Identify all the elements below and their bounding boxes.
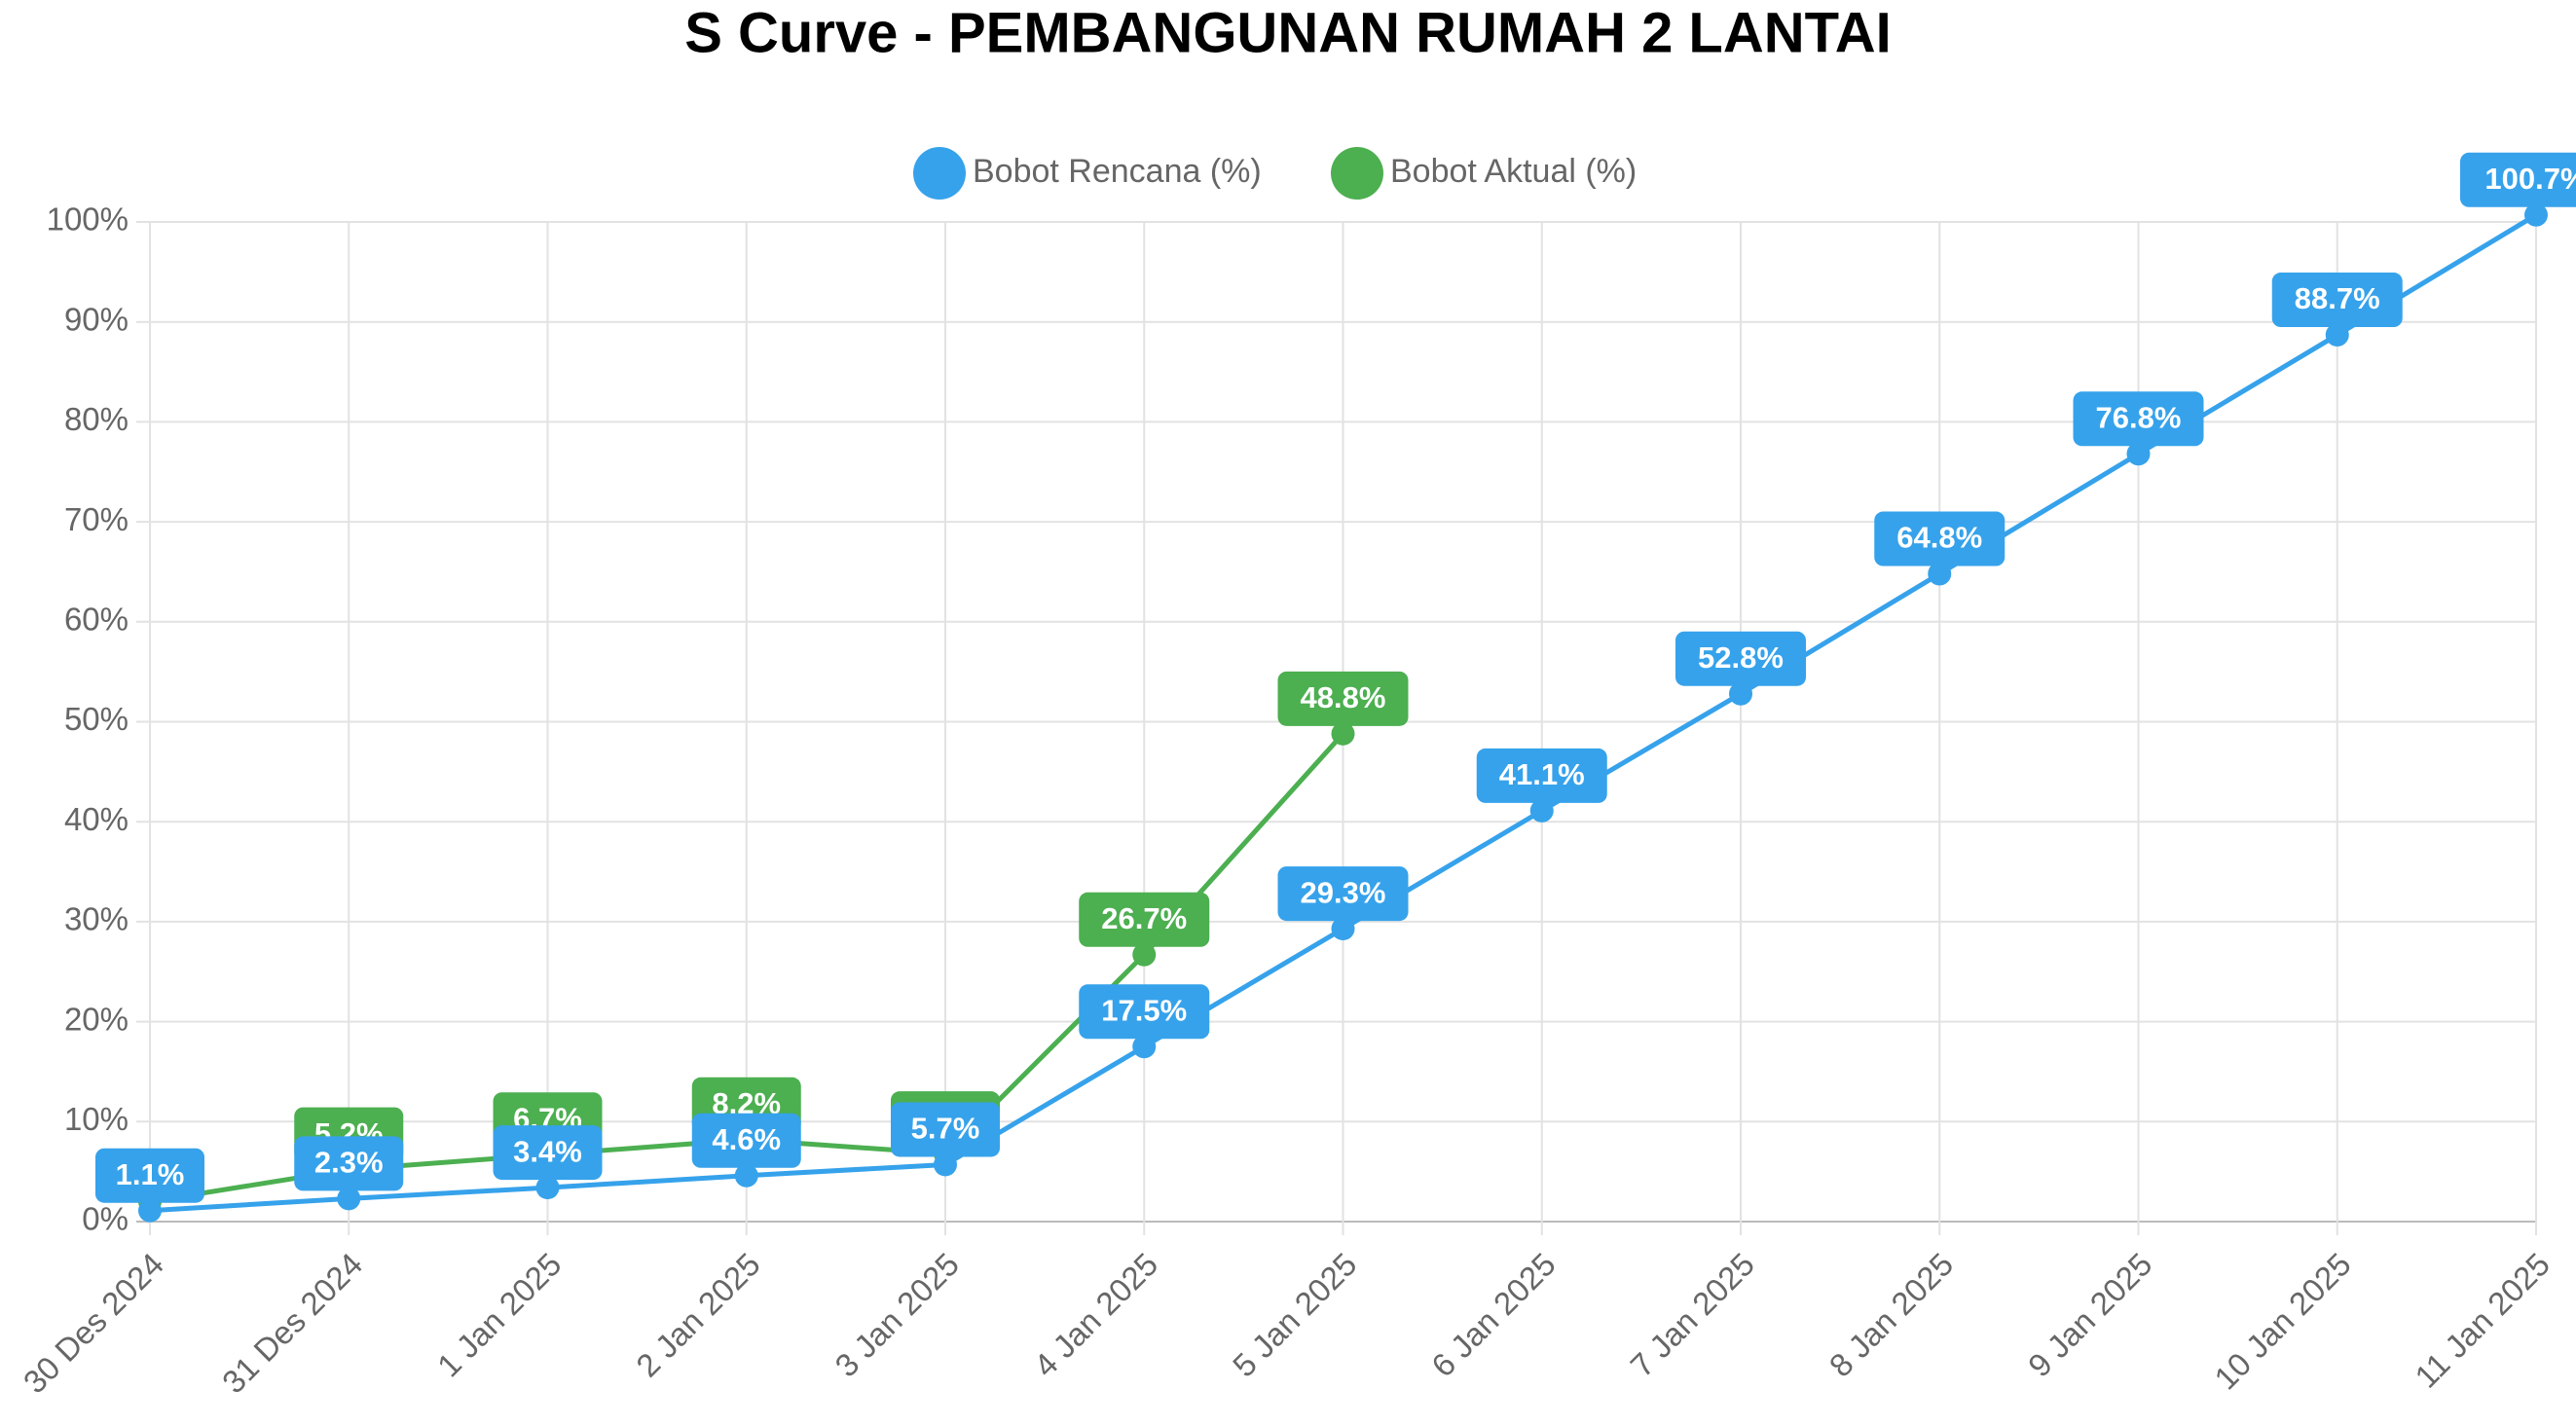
data-label-box	[493, 1125, 603, 1181]
data-label-box	[1079, 892, 1210, 947]
data-label: 48.8%	[1301, 680, 1386, 714]
data-label: 52.8%	[1698, 640, 1784, 675]
data-label: 41.1%	[1499, 757, 1585, 791]
y-tick-label: 20%	[64, 1001, 129, 1037]
data-label-box	[2460, 152, 2576, 207]
x-tick-label: 11 Jan 2025	[2408, 1246, 2557, 1395]
data-point	[1729, 681, 1752, 706]
x-tick-label: 3 Jan 2025	[828, 1246, 966, 1384]
x-tick-label: 9 Jan 2025	[2021, 1246, 2159, 1384]
x-tick-label: 10 Jan 2025	[2207, 1246, 2358, 1397]
data-label: 17.5%	[1101, 993, 1187, 1027]
data-label-box	[1476, 748, 1607, 803]
data-label-box	[891, 1102, 1000, 1157]
data-point	[1529, 798, 1554, 823]
y-tick-label: 70%	[64, 501, 129, 537]
x-tick-label: 31 Des 2024	[215, 1246, 369, 1400]
x-tick-label: 5 Jan 2025	[1226, 1246, 1364, 1384]
data-label: 1.1%	[116, 1157, 185, 1191]
data-point	[337, 1187, 361, 1211]
data-point	[2325, 323, 2349, 347]
chart-title: S Curve - PEMBANGUNAN RUMAH 2 LANTAI	[684, 1, 1892, 64]
x-tick-label: 1 Jan 2025	[430, 1246, 569, 1384]
y-tick-label: 60%	[64, 602, 129, 638]
data-label: 5.7%	[911, 1112, 980, 1146]
data-point	[535, 1176, 560, 1200]
y-tick-label: 0%	[82, 1201, 129, 1237]
x-tick-label: 2 Jan 2025	[629, 1246, 767, 1384]
y-tick-label: 50%	[64, 701, 129, 737]
data-label: 76.8%	[2096, 400, 2182, 434]
data-label-box	[691, 1113, 801, 1168]
data-label: 29.3%	[1301, 875, 1386, 909]
legend-swatch	[913, 147, 966, 200]
data-point	[2524, 202, 2548, 227]
data-point	[1132, 1035, 1157, 1059]
legend-swatch	[1331, 147, 1383, 200]
data-label-box	[2271, 273, 2403, 328]
data-point	[934, 1152, 957, 1177]
y-tick-label: 90%	[64, 301, 129, 337]
data-point	[1331, 721, 1355, 746]
data-label-box	[1675, 631, 1806, 686]
data-label-box	[95, 1148, 204, 1203]
x-tick-label: 30 Des 2024	[17, 1246, 170, 1400]
y-tick-label: 80%	[64, 401, 129, 437]
data-label-box	[1874, 511, 2006, 567]
data-point	[2126, 442, 2151, 466]
data-point	[1331, 917, 1355, 941]
y-tick-label: 30%	[64, 901, 129, 937]
data-point	[1928, 562, 1952, 586]
legend-label: Bobot Rencana (%)	[973, 153, 1262, 190]
y-tick-label: 40%	[64, 801, 129, 837]
data-label: 88.7%	[2295, 281, 2380, 315]
data-label: 64.8%	[1896, 521, 1982, 555]
data-label-box	[294, 1136, 404, 1191]
data-label-box	[1079, 984, 1210, 1040]
data-label: 26.7%	[1101, 901, 1187, 935]
x-tick-label: 4 Jan 2025	[1027, 1246, 1165, 1384]
x-tick-label: 6 Jan 2025	[1424, 1246, 1563, 1384]
y-tick-label: 100%	[47, 201, 129, 238]
data-point	[1132, 942, 1157, 967]
data-label-box	[1277, 671, 1409, 726]
data-label-box	[2073, 391, 2204, 447]
data-label-box	[1277, 866, 1409, 922]
x-tick-label: 7 Jan 2025	[1623, 1246, 1761, 1384]
data-label: 3.4%	[513, 1134, 582, 1168]
data-point	[138, 1198, 162, 1223]
data-label: 100.7%	[2484, 162, 2576, 196]
data-label: 4.6%	[712, 1122, 781, 1156]
legend-label: Bobot Aktual (%)	[1390, 153, 1637, 190]
x-tick-label: 8 Jan 2025	[1822, 1246, 1961, 1384]
y-tick-label: 10%	[64, 1101, 129, 1137]
data-label: 2.3%	[314, 1146, 384, 1180]
data-point	[734, 1163, 758, 1188]
